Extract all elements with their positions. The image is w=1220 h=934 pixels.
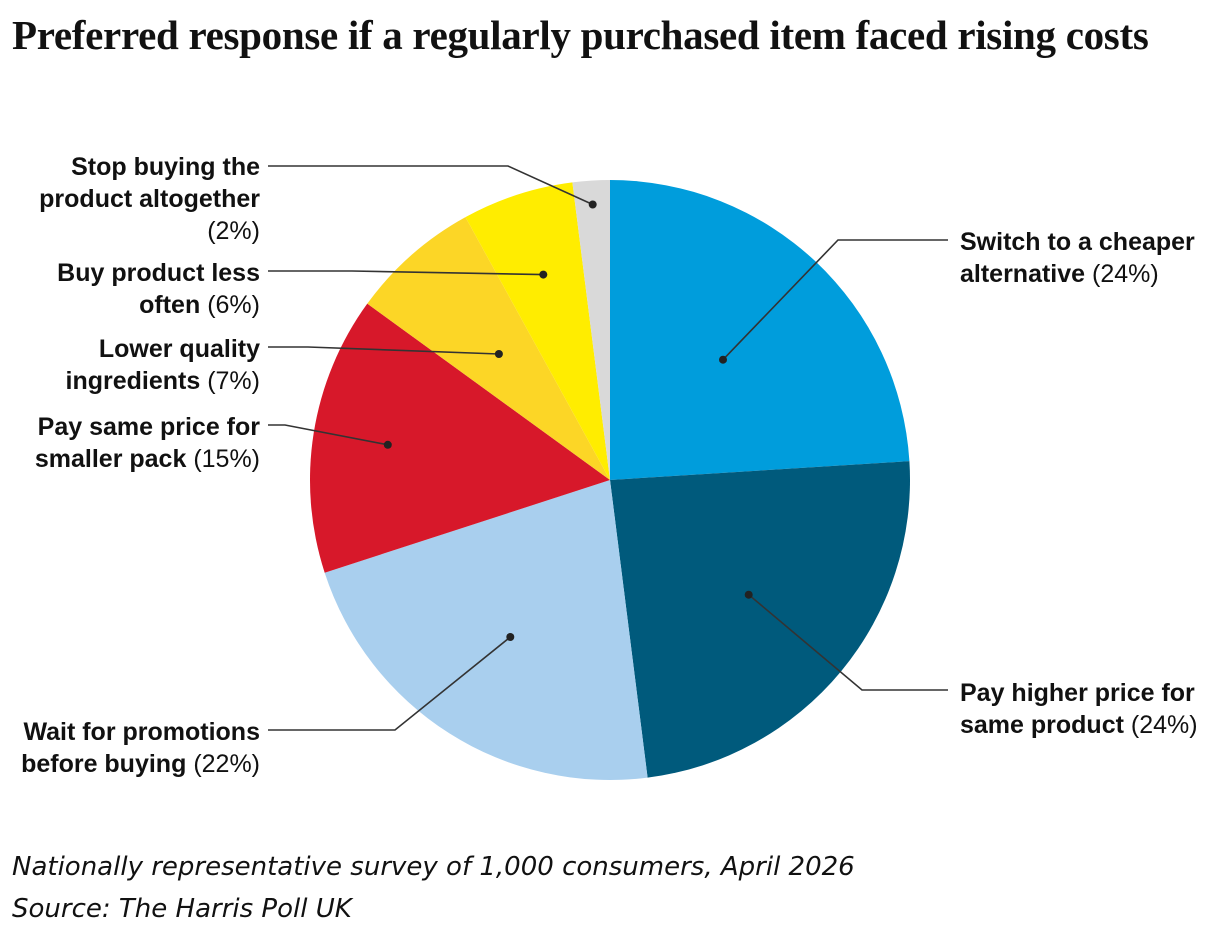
source-note: Source: The Harris Poll UK (12, 894, 352, 924)
leader-line-wait-promotions (268, 636, 511, 731)
label-switch-cheaper: Switch to a cheaper alternative (24%) (960, 228, 1195, 288)
label-wait-promotions: Wait for promotions before buying (22%) (21, 718, 260, 778)
label-stop-buying: Stop buying the product altogether (2%) (39, 153, 260, 245)
leader-line-stop-buying (268, 165, 594, 206)
chart-title: Preferred response if a regularly purcha… (12, 12, 1149, 58)
leader-line-switch-cheaper (722, 239, 948, 361)
leader-dot-buy-less (539, 270, 548, 279)
pie-slice-buy-less (465, 182, 610, 480)
leader-dot-wait-promotions (506, 633, 515, 641)
label-buy-less: Buy product less often (6%) (57, 259, 260, 319)
pie-slice-switch-cheaper (610, 180, 910, 480)
pie-slice-smaller-pack (309, 303, 610, 573)
pie-slice-stop-buying (572, 180, 610, 480)
leader-dot-stop-buying (588, 200, 597, 209)
survey-note: Nationally representative survey of 1,00… (12, 852, 855, 882)
leader-line-lower-quality (268, 346, 499, 355)
leader-dot-pay-higher (744, 590, 753, 599)
pie-slice-wait-promotions (324, 480, 648, 780)
leader-dot-switch-cheaper (719, 355, 727, 364)
leader-dot-smaller-pack (383, 440, 392, 449)
leader-line-smaller-pack (268, 424, 388, 446)
leader-dot-lower-quality (494, 350, 503, 358)
leader-line-buy-less (268, 270, 544, 276)
label-lower-quality: Lower quality ingredients (7%) (65, 335, 261, 395)
label-pay-higher: Pay higher price for same product (24%) (960, 679, 1198, 739)
pie-slice-lower-quality (367, 217, 610, 481)
pie-slice-pay-higher (610, 461, 911, 778)
leader-line-pay-higher (748, 594, 948, 691)
label-smaller-pack: Pay same price for smaller pack (15%) (34, 413, 260, 473)
